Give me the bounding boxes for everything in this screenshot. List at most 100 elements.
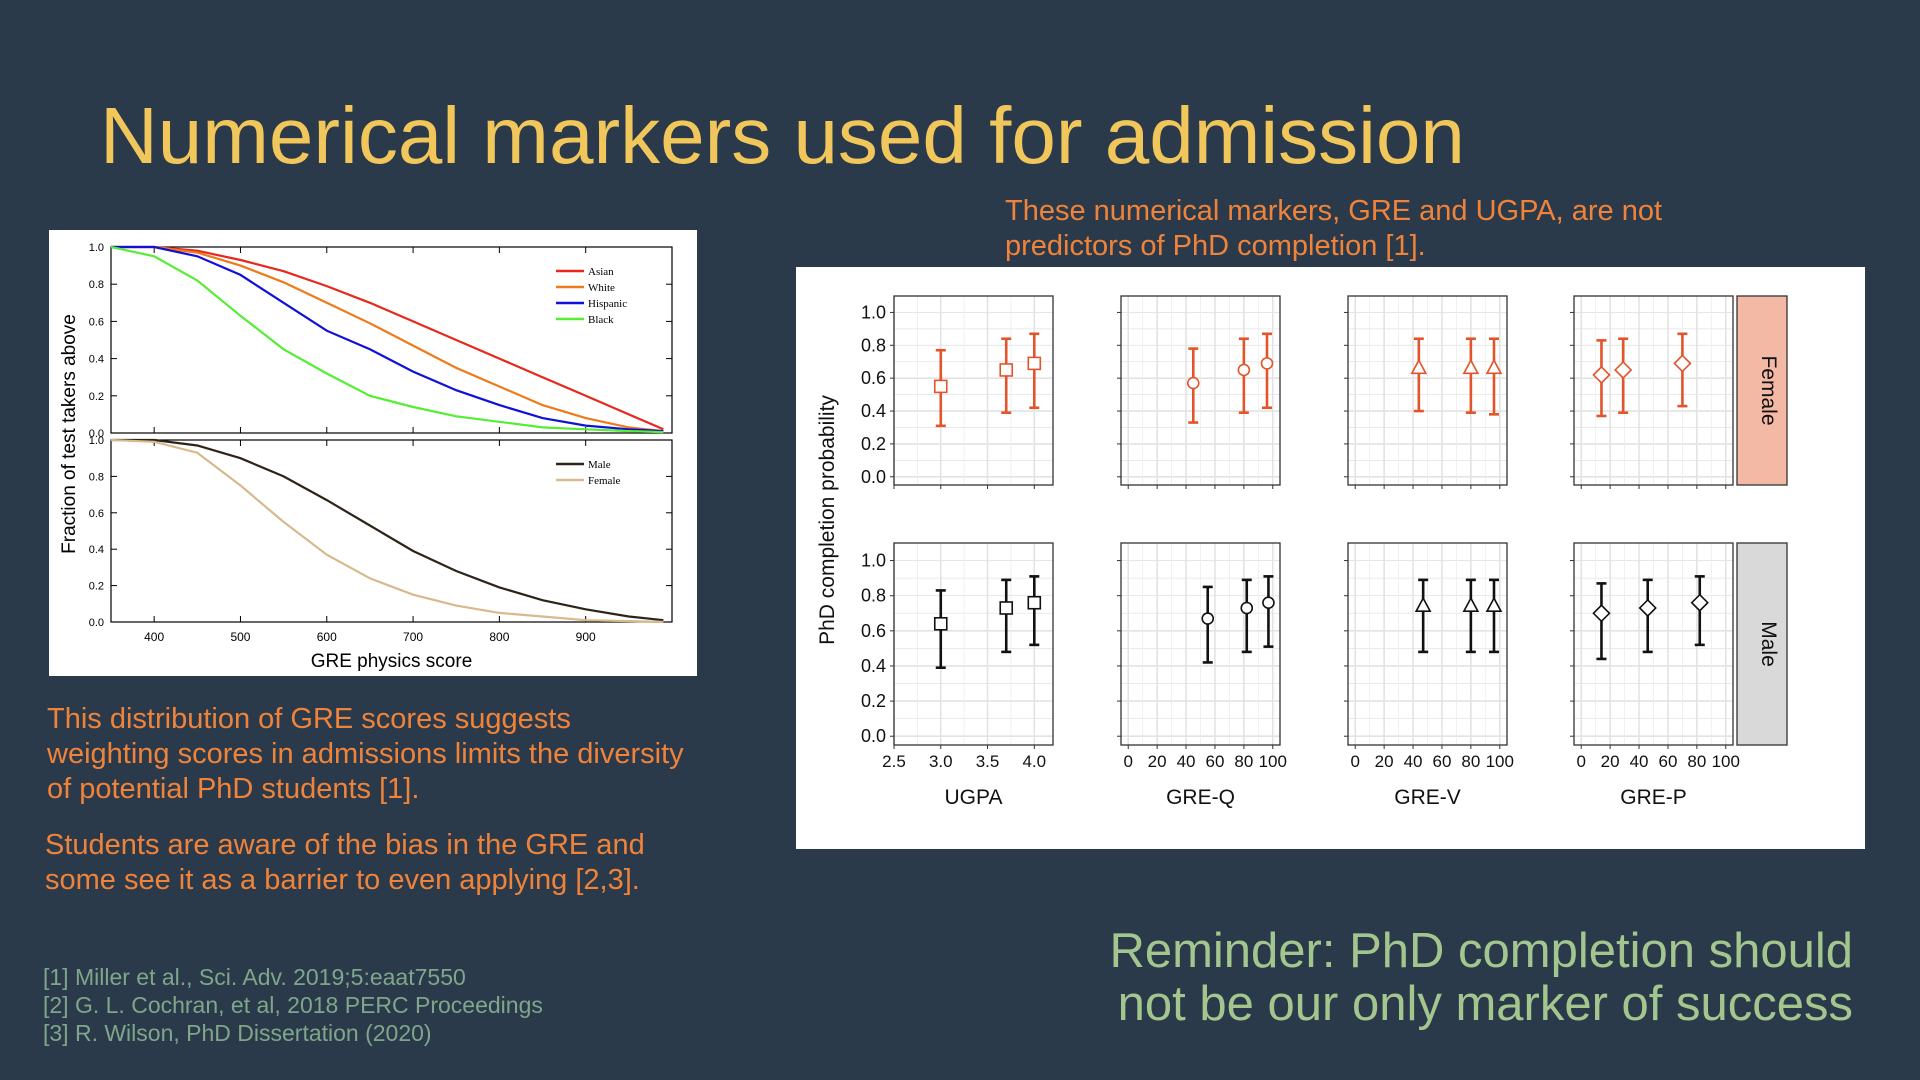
y-tick-label: 0.0 [861, 467, 886, 487]
x-tick-label: 0 [1123, 752, 1132, 771]
point-marker-diamond [1592, 604, 1611, 623]
y-tick-label: 1.0 [89, 242, 104, 254]
x-tick-label: 100 [1259, 752, 1287, 771]
legend-label-white: White [588, 282, 615, 294]
x-tick-label: 80 [1687, 752, 1706, 771]
reference-3: [3] R. Wilson, PhD Dissertation (2020) [43, 1020, 432, 1046]
slide-title: Numerical markers used for admission [100, 91, 1465, 180]
facet-column-label-gre-p: GRE-P [1620, 786, 1687, 809]
facet-frame [1573, 542, 1734, 746]
point-marker-square [933, 616, 948, 631]
reminder-line-2: not be our only marker of success [1117, 977, 1853, 1031]
point-marker-circle [1240, 601, 1254, 615]
x-tick-label: 80 [1234, 752, 1253, 771]
series-line-female [110, 438, 664, 624]
facet-frame [1120, 542, 1281, 746]
point-marker-triangle [1485, 358, 1503, 375]
point-marker-triangle [1462, 358, 1480, 375]
x-tick-label: 80 [1461, 752, 1480, 771]
x-tick-label: 40 [1630, 752, 1649, 771]
x-tick-label: 400 [144, 630, 164, 644]
distribution-note: This distribution of GRE scores suggests… [47, 703, 684, 805]
point-marker-circle [1237, 363, 1251, 377]
series-line-black [110, 245, 664, 434]
y-tick-label: 0.2 [89, 391, 104, 403]
facet-frame [1573, 295, 1734, 486]
gre-distribution-chart: 0.0 0.2 0.4 0.6 0.8 1.0 Asian White Hispanic Blac… [59, 242, 673, 672]
x-tick-label: 700 [403, 630, 423, 644]
x-tick-label: 0 [1576, 752, 1585, 771]
series-line-white [111, 245, 664, 433]
y-tick-label: 0.8 [89, 471, 104, 483]
facet-column-label-gre-v: GRE-V [1394, 786, 1461, 809]
y-tick-label: 0.2 [861, 691, 886, 711]
gre-distribution-chart-panel: 0.0 0.2 0.4 0.6 0.8 1.0 Asian White Hispanic Blac… [49, 230, 697, 676]
point-marker-diamond [1638, 598, 1657, 618]
point-marker-triangle [1462, 596, 1480, 613]
legend-label-asian: Asian [588, 266, 614, 278]
x-tick-label: 60 [1205, 752, 1224, 771]
point-marker-square [999, 363, 1014, 377]
point-marker-circle [1201, 612, 1215, 625]
x-tick-label: 800 [489, 630, 509, 644]
y-tick-label: 1.0 [861, 551, 886, 571]
x-tick-label: 3.5 [976, 752, 1000, 771]
y-axis-title: Fraction of test takers above [59, 314, 80, 554]
x-tick-label: 40 [1177, 752, 1196, 771]
x-tick-label: 20 [1148, 752, 1167, 771]
y-tick-label: 0.6 [861, 368, 886, 388]
x-tick-label: 100 [1486, 752, 1514, 771]
point-marker-circle [1186, 376, 1200, 390]
facet-frame [1120, 295, 1281, 486]
y-tick-label: 0.2 [861, 434, 886, 454]
x-tick-label: 600 [317, 630, 337, 644]
reminder-callout: Reminder: PhD completion should not be o… [1109, 925, 1853, 1031]
x-tick-label: 900 [576, 630, 596, 644]
reminder-line-1: Reminder: PhD completion should [1109, 924, 1853, 978]
facet-frame [1347, 542, 1508, 746]
y-tick-label: 0.6 [861, 621, 886, 641]
point-marker-triangle [1414, 596, 1432, 613]
y-tick-label: 1.0 [861, 302, 886, 322]
bias-awareness-note: Students are aware of the bias in the GR… [45, 829, 645, 896]
y-tick-label: 1.0 [89, 435, 104, 447]
facet-frame [893, 295, 1054, 486]
top-note: These numerical markers, GRE and UGPA, a… [1005, 195, 1663, 262]
y-tick-label: 0.8 [861, 335, 886, 355]
plot-frame-2 [110, 439, 673, 623]
y-tick-label: 0.6 [89, 316, 104, 328]
series-line-hispanic [111, 245, 664, 433]
point-marker-circle [1260, 357, 1274, 370]
x-tick-label: 3.0 [929, 752, 953, 771]
y-tick-label: 0.8 [861, 586, 886, 606]
x-tick-label: 0 [1350, 752, 1359, 771]
completion-probability-chart-panel: 0.0 0.2 0.4 0.6 0.8 1.0 Female 2.5 3.0 3.5 4.0 UGPA… [796, 267, 1865, 849]
x-tick-label: 4.0 [1022, 752, 1046, 771]
point-marker-diamond [1592, 365, 1611, 385]
x-tick-label: 500 [230, 630, 250, 644]
point-marker-square [999, 601, 1014, 615]
point-marker-diamond [1673, 354, 1692, 373]
y-tick-label: 0.0 [89, 617, 104, 629]
reference-1: [1] Miller et al., Sci. Adv. 2019;5:eaat… [43, 964, 466, 990]
facet-strip-female [1736, 295, 1788, 486]
y-tick-label: 0.4 [861, 401, 886, 421]
y-tick-label: 0.0 [89, 428, 104, 440]
legend-label-black: Black [588, 314, 614, 326]
point-marker-diamond [1614, 360, 1633, 380]
x-tick-label: 60 [1658, 752, 1677, 771]
x-tick-label: 20 [1375, 752, 1394, 771]
x-axis-title: GRE physics score [311, 651, 473, 672]
facet-strip-male [1736, 542, 1788, 746]
point-marker-triangle [1410, 358, 1428, 375]
plot-frame-1 [110, 246, 673, 434]
point-marker-square [1027, 356, 1042, 371]
y-tick-label: 0.4 [861, 656, 886, 676]
y-tick-label: 0.6 [89, 508, 104, 520]
legend-label-male: Male [588, 459, 611, 471]
facet-column-label-gre-q: GRE-Q [1166, 786, 1235, 809]
y-tick-label: 0.4 [89, 544, 104, 556]
point-marker-square [933, 379, 948, 394]
facet-row-label-female: Female [1757, 355, 1780, 425]
legend-label-hispanic: Hispanic [588, 298, 627, 310]
